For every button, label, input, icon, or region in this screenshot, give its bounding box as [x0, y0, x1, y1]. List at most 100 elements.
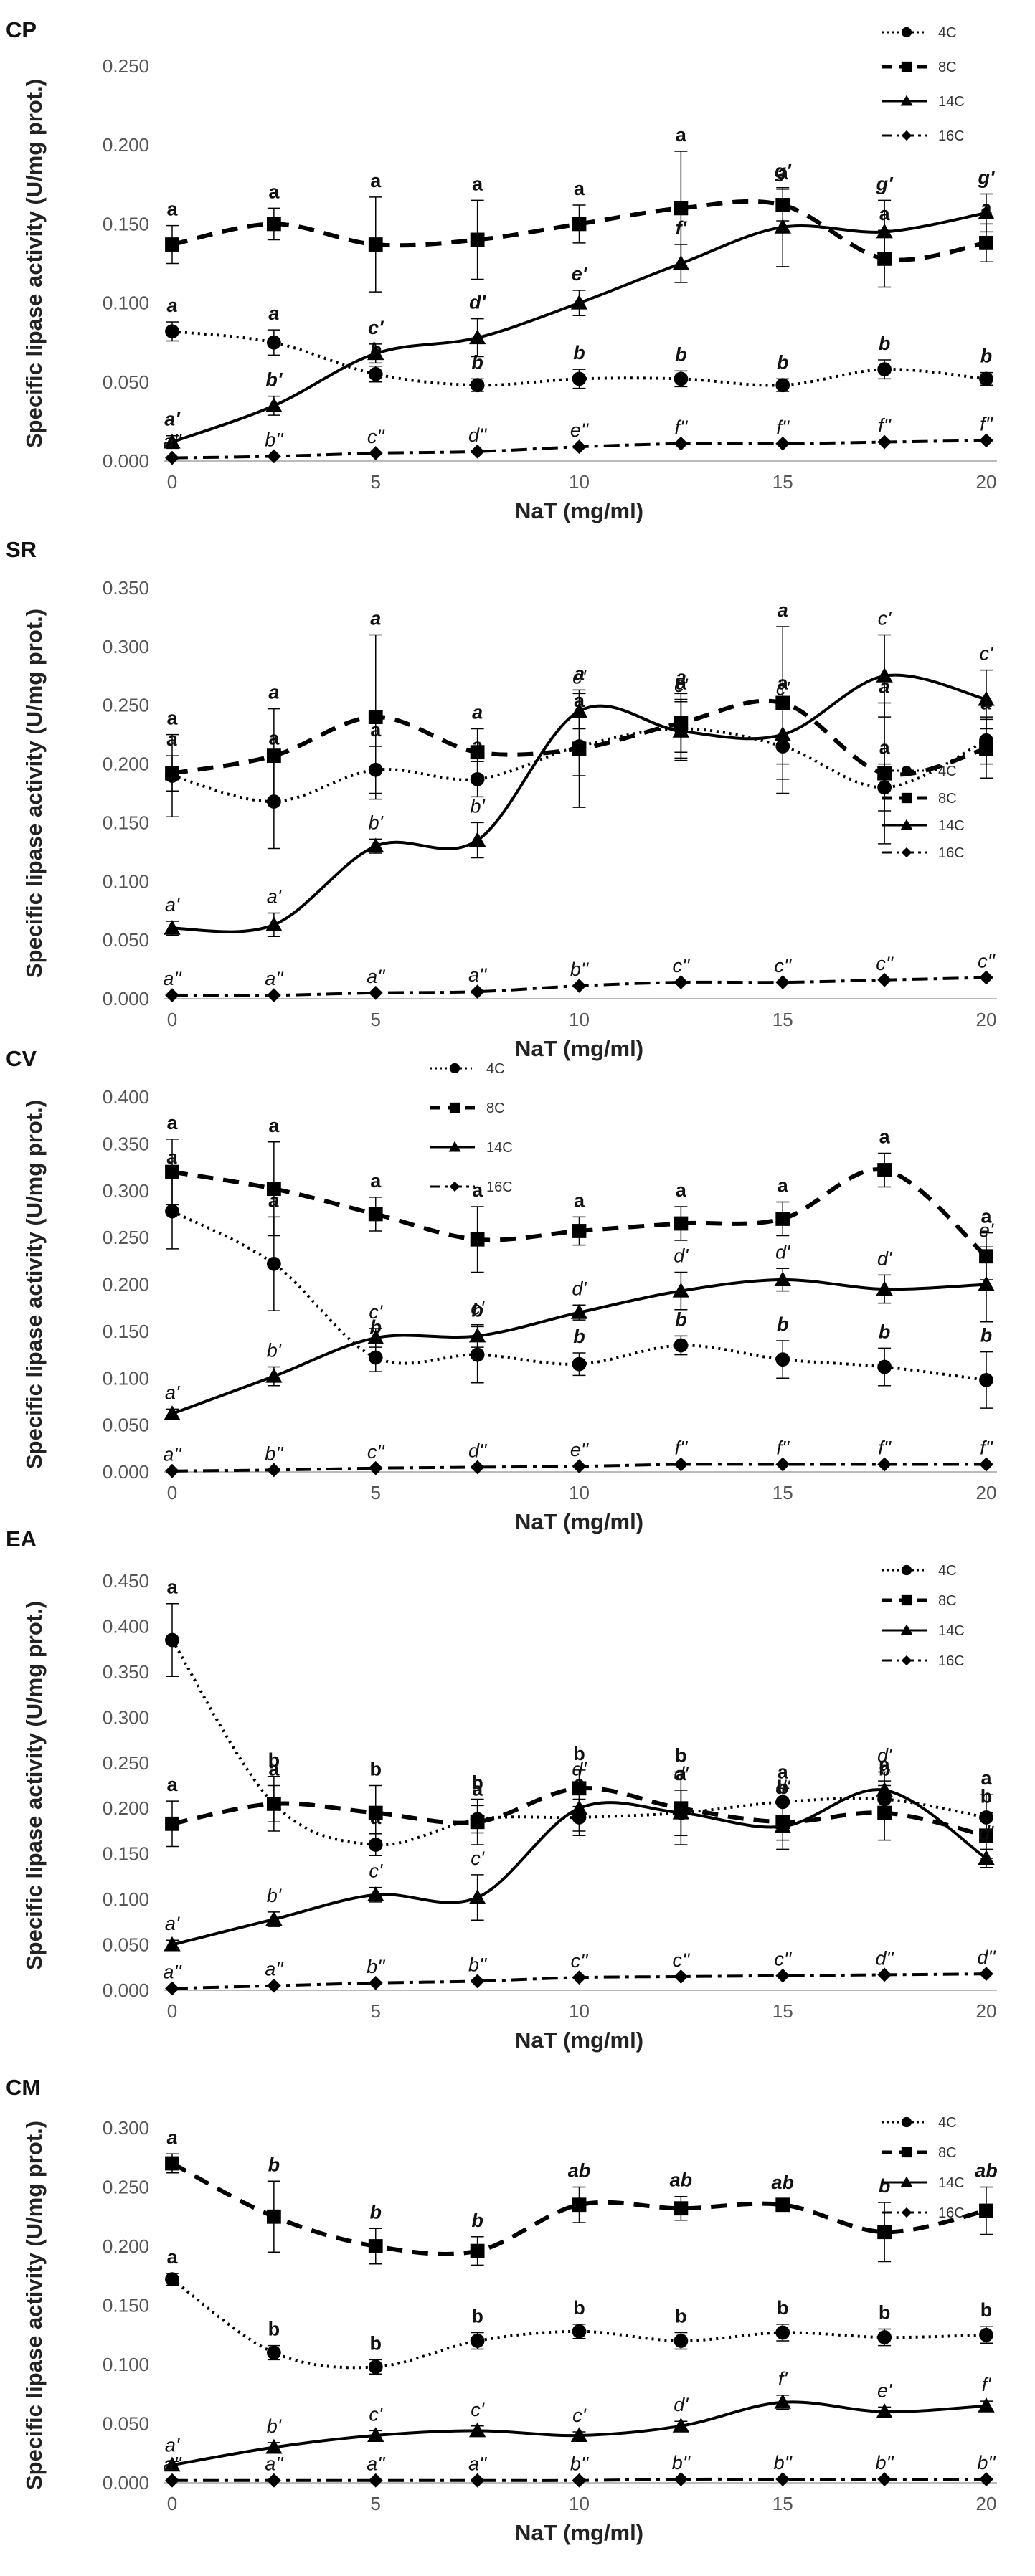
marker-4c-point — [775, 378, 790, 393]
marker-14c-point — [164, 1405, 181, 1420]
significance-label: e'' — [570, 419, 589, 441]
legend-label: 8C — [938, 791, 957, 807]
significance-label: a — [676, 666, 686, 688]
marker-8c-point — [979, 741, 993, 756]
marker-16c-point — [572, 979, 587, 993]
significance-label: a — [778, 599, 788, 621]
marker-8c-point — [165, 766, 179, 781]
marker-16c-point — [775, 1457, 790, 1472]
marker-14c-point — [367, 2427, 384, 2442]
marker-4c-point — [266, 335, 281, 350]
marker-8c-point — [368, 1207, 383, 1222]
legend-label: 14C — [486, 1140, 513, 1156]
significance-label: b'' — [570, 2453, 589, 2475]
chart-title: CM — [6, 2075, 40, 2100]
marker-8c-point — [901, 792, 912, 804]
marker-14c-point — [876, 1782, 893, 1797]
series-16c: a'' b'' c'' d'' e'' f'' f'' f'' f'' — [163, 413, 993, 465]
marker-16c-point — [470, 2473, 485, 2488]
y-tick-label: 0.350 — [103, 1661, 149, 1683]
marker-16c-point — [470, 1974, 485, 1989]
series-8c: a a a a a a a a a — [165, 1112, 993, 1280]
marker-16c-point — [674, 436, 689, 451]
marker-14c-point — [978, 1850, 995, 1866]
y-tick-label: 0.250 — [103, 1227, 149, 1248]
series-16c: a'' a'' a'' a'' b'' c'' c'' c'' c'' — [163, 951, 996, 1002]
marker-4c-point — [266, 2345, 281, 2360]
significance-label: a — [166, 295, 177, 316]
significance-label: a'' — [163, 1444, 181, 1465]
marker-14c-point — [672, 255, 690, 270]
marker-16c-point — [877, 1457, 892, 1472]
chart-panel-cv: CV 0.000 0.050 0.100 0.150 0.200 0.250 0.300 0.3… — [6, 1046, 997, 1534]
marker-8c-point — [165, 1816, 179, 1831]
significance-label: b — [879, 2175, 891, 2197]
marker-16c-point — [775, 436, 790, 451]
legend-label: 4C — [938, 25, 957, 41]
y-tick-label: 0.300 — [103, 1706, 149, 1728]
significance-label: c'' — [672, 1949, 690, 1971]
marker-14c-point — [900, 95, 913, 106]
marker-14c-point — [367, 1886, 384, 1901]
marker-16c-point — [877, 972, 892, 987]
marker-14c-point — [774, 726, 791, 741]
x-tick-label: 20 — [976, 1482, 997, 1503]
marker-16c-point — [572, 1970, 587, 1985]
significance-label: c' — [980, 643, 994, 665]
x-tick-label: 5 — [371, 2000, 381, 2022]
significance-label: a — [268, 1115, 280, 1136]
significance-label: f' — [676, 217, 688, 239]
y-axis-title: Specific lipase activity (U/mg prot.) — [22, 79, 47, 448]
significance-label: a — [268, 181, 280, 202]
marker-16c-point — [674, 2472, 689, 2486]
significance-label: b — [879, 333, 891, 354]
marker-8c-point — [877, 766, 892, 781]
significance-label: b'' — [672, 2452, 691, 2473]
marker-14c-point — [164, 920, 181, 935]
series-14c: a' b' c' d' e' f' g' g' g' — [164, 161, 996, 450]
significance-label: b — [471, 2305, 483, 2327]
significance-label: a — [370, 607, 381, 629]
x-tick-label: 10 — [569, 2000, 590, 2022]
significance-label: a' — [267, 885, 282, 907]
significance-label: a — [879, 1754, 891, 1775]
y-tick-label: 0.250 — [103, 695, 149, 716]
y-tick-label: 0.100 — [103, 1367, 149, 1389]
marker-4c-point — [775, 1795, 790, 1810]
marker-14c-point — [570, 1800, 588, 1815]
significance-label: a — [166, 708, 178, 729]
marker-16c-point — [266, 2473, 281, 2488]
chart-title: CV — [6, 1046, 37, 1071]
marker-4c-point — [674, 2334, 689, 2348]
marker-16c-point — [901, 847, 912, 858]
marker-8c-point — [266, 748, 281, 764]
x-tick-label: 15 — [772, 2493, 793, 2514]
significance-label: a'' — [468, 2453, 487, 2475]
y-tick-label: 0.000 — [103, 988, 149, 1009]
marker-14c-point — [468, 832, 486, 847]
significance-label: b — [573, 2297, 585, 2319]
significance-label: a'' — [265, 968, 283, 989]
significance-label: a — [879, 1126, 891, 1147]
marker-4c-point — [368, 366, 383, 381]
x-tick-label: 5 — [371, 2493, 381, 2514]
marker-4c-point — [368, 1838, 383, 1852]
x-tick-label: 20 — [976, 471, 997, 493]
marker-16c-point — [674, 975, 689, 989]
marker-16c-point — [449, 1181, 460, 1192]
marker-16c-point — [901, 130, 912, 141]
marker-16c-point — [266, 1978, 281, 1993]
marker-14c-point — [900, 1624, 913, 1635]
marker-4c-point — [165, 2272, 179, 2287]
y-tick-label: 0.200 — [103, 754, 149, 775]
significance-label: b' — [471, 795, 486, 817]
y-tick-label: 0.200 — [103, 1797, 149, 1819]
y-tick-label: 0.050 — [103, 1934, 149, 1956]
significance-label: a — [166, 728, 177, 750]
significance-label: c' — [369, 1860, 383, 1882]
x-axis-title: NaT (mg/ml) — [515, 1036, 643, 1061]
significance-label: a — [166, 1577, 178, 1598]
legend-label: 16C — [938, 128, 965, 144]
marker-14c-point — [367, 345, 384, 361]
